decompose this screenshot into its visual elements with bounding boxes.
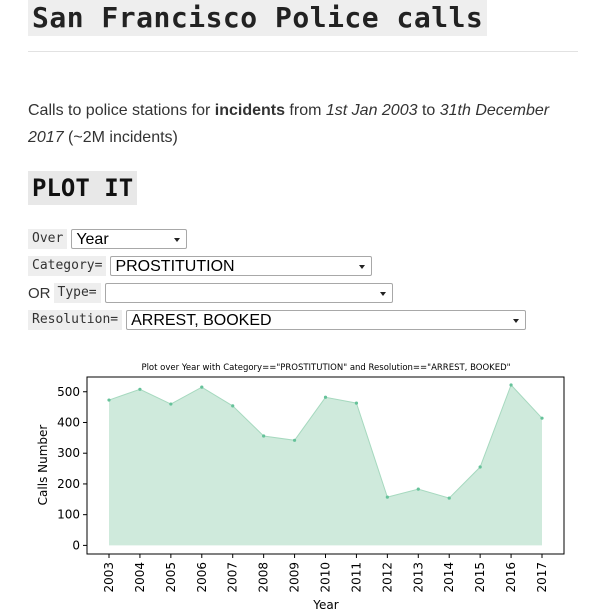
resolution-label: Resolution= [28,310,123,330]
x-tick-label-2009: 2009 [288,562,302,593]
x-axis-label: Year [312,598,338,612]
x-tick-label-2013: 2013 [411,562,425,593]
y-tick-label-100: 100 [57,508,80,522]
category-label: Category= [28,256,107,276]
x-tick-label-2005: 2005 [164,562,178,593]
data-point-2010 [323,395,328,399]
x-tick-label-2008: 2008 [257,562,271,593]
data-point-2012 [385,495,389,499]
x-tick-label-2006: 2006 [195,562,209,593]
desc-bold-incidents: incidents [214,102,285,119]
data-point-2015 [478,465,482,469]
y-axis-label: Calls Number [36,425,50,506]
chevron-down-icon [379,292,386,296]
data-point-2008 [262,434,266,438]
resolution-row: Resolution= ARREST, BOOKED [28,309,527,331]
x-tick-label-2011: 2011 [349,562,363,593]
category-select[interactable]: PROSTITUTION [110,256,373,276]
data-point-2009 [292,438,297,442]
data-point-2017 [540,416,544,420]
x-tick-label-2003: 2003 [102,562,116,593]
data-point-2004 [138,387,142,391]
x-tick-label-2014: 2014 [442,562,456,593]
x-tick-label-2004: 2004 [133,562,147,593]
over-row: Over Year [28,228,188,250]
page-description: Calls to police stations for incidents f… [28,97,588,151]
x-tick-label-2017: 2017 [535,562,549,593]
over-label: Over [28,229,68,249]
page-title: San Francisco Police calls [28,0,488,36]
data-point-2007 [231,404,235,408]
chart-area: 0 100 200 300 400 500 2003 2004 2005 2006 2007 2008… [57,376,565,593]
data-point-2014 [447,496,451,500]
data-point-2005 [169,402,173,406]
chevron-down-icon [174,238,181,242]
area-fill [109,384,542,546]
data-point-2013 [416,487,420,491]
calls-chart: Plot over Year with Category=="PROSTITUT… [36,363,565,612]
section-heading: PLOT IT [28,171,138,205]
x-tick-label-2010: 2010 [319,562,333,593]
type-or-label: OR [28,284,51,302]
y-tick-label-0: 0 [72,538,80,552]
desc-start-date: 1st Jan 2003 [325,102,418,119]
category-row: Category= PROSTITUTION [28,255,373,277]
chart-title: Plot over Year with Category=="PROSTITUT… [141,363,510,373]
resolution-select-value: ARREST, BOOKED [131,312,272,329]
data-point-2006 [200,385,204,389]
x-tick-label-2007: 2007 [226,562,240,593]
divider [28,51,578,52]
desc-end-date: 31th December 2017 [28,102,550,146]
x-tick-label-2016: 2016 [504,562,518,593]
data-point-2011 [354,401,359,405]
chevron-down-icon [359,265,366,269]
data-point-2003 [107,398,111,402]
desc-text-3: to [417,102,440,119]
y-tick-label-200: 200 [57,477,80,491]
category-select-value: PROSTITUTION [115,258,235,275]
x-tick-label-2012: 2012 [380,562,394,593]
type-select[interactable] [104,283,393,303]
desc-text-1: Calls to police stations for [28,102,215,119]
chevron-down-icon [513,319,520,323]
type-row: OR Type= [28,282,393,304]
desc-text-2: from [284,102,326,119]
y-tick-label-400: 400 [57,415,80,429]
y-tick-label-300: 300 [57,446,80,460]
x-tick-label-2015: 2015 [473,562,487,593]
y-tick-label-500: 500 [57,385,80,399]
type-label: Type= [53,283,101,303]
resolution-select[interactable]: ARREST, BOOKED [126,310,527,330]
over-select[interactable]: Year [71,229,188,249]
desc-text-4: (~2M incidents) [63,129,178,146]
over-select-value: Year [76,231,109,248]
data-point-2016 [509,383,513,387]
